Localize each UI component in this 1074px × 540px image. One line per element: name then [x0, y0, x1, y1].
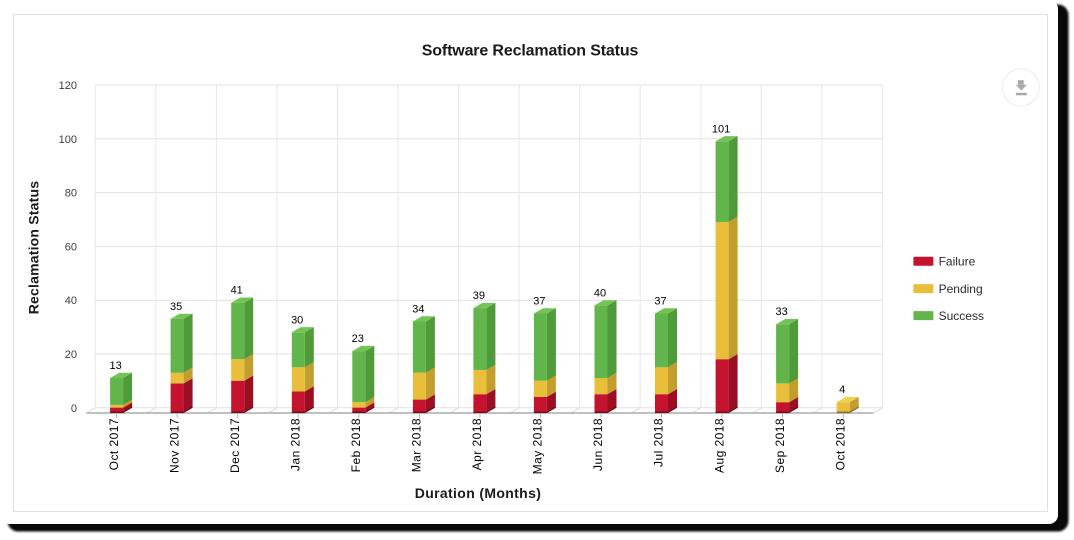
- svg-text:30: 30: [291, 314, 303, 326]
- svg-text:80: 80: [65, 188, 77, 200]
- svg-text:Software Reclamation Status: Software Reclamation Status: [422, 43, 639, 60]
- svg-text:37: 37: [654, 296, 666, 308]
- svg-text:Sep 2018: Sep 2018: [773, 418, 787, 473]
- svg-text:39: 39: [473, 290, 485, 302]
- svg-text:60: 60: [65, 241, 77, 253]
- svg-text:40: 40: [65, 295, 77, 307]
- svg-text:13: 13: [109, 360, 121, 372]
- svg-text:23: 23: [352, 333, 364, 345]
- svg-text:Oct 2017: Oct 2017: [107, 418, 121, 470]
- svg-text:Jun 2018: Jun 2018: [591, 418, 605, 471]
- svg-text:Feb 2018: Feb 2018: [349, 418, 363, 472]
- svg-text:Failure: Failure: [939, 255, 976, 269]
- svg-text:Mar 2018: Mar 2018: [410, 418, 424, 472]
- svg-text:34: 34: [412, 304, 424, 316]
- svg-text:May 2018: May 2018: [531, 418, 545, 474]
- svg-text:Duration (Months): Duration (Months): [415, 485, 541, 501]
- svg-text:100: 100: [59, 134, 77, 146]
- svg-text:4: 4: [839, 384, 845, 396]
- svg-text:0: 0: [71, 403, 77, 415]
- svg-text:120: 120: [59, 80, 77, 92]
- svg-text:101: 101: [712, 123, 730, 135]
- svg-text:Nov 2017: Nov 2017: [167, 418, 181, 473]
- svg-text:Jul 2018: Jul 2018: [652, 418, 666, 467]
- svg-text:Reclamation Status: Reclamation Status: [26, 181, 42, 315]
- svg-text:Apr 2018: Apr 2018: [470, 418, 484, 470]
- svg-text:33: 33: [775, 306, 787, 318]
- svg-text:Dec 2017: Dec 2017: [228, 418, 242, 473]
- svg-text:Jan 2018: Jan 2018: [289, 418, 303, 471]
- svg-text:40: 40: [594, 287, 606, 299]
- svg-text:Aug 2018: Aug 2018: [712, 418, 726, 473]
- svg-text:37: 37: [533, 296, 545, 308]
- svg-text:41: 41: [231, 285, 243, 297]
- svg-text:Pending: Pending: [939, 282, 983, 296]
- svg-text:Success: Success: [939, 309, 984, 323]
- svg-text:35: 35: [170, 301, 182, 313]
- svg-text:20: 20: [65, 349, 77, 361]
- svg-text:Oct 2018: Oct 2018: [833, 418, 847, 470]
